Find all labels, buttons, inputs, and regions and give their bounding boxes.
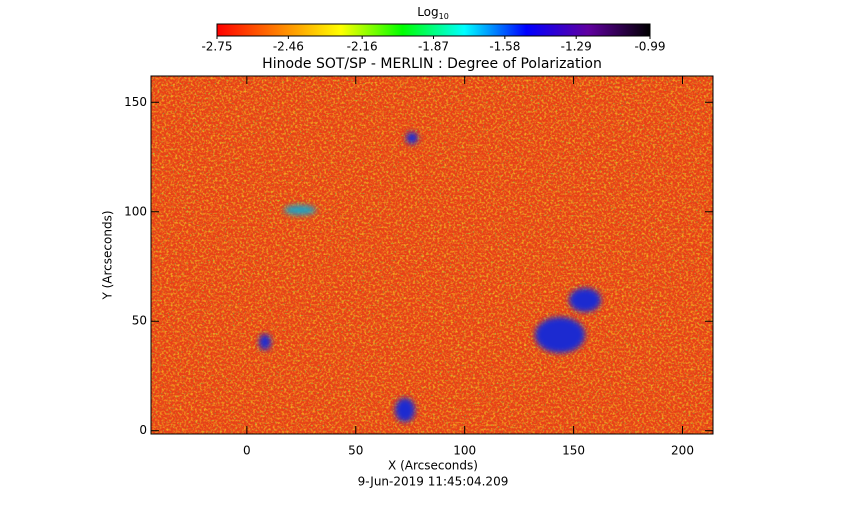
colorbar-title-subscript: 10 bbox=[439, 12, 449, 21]
x-tick-label: 150 bbox=[562, 444, 585, 458]
x-tick-label: 200 bbox=[671, 444, 694, 458]
chart-title: Hinode SOT/SP - MERLIN : Degree of Polar… bbox=[262, 56, 602, 72]
x-axis-label: X (Arcseconds) bbox=[388, 459, 478, 473]
image bbox=[151, 76, 713, 434]
colorbar-tick-label: -1.87 bbox=[418, 40, 449, 54]
x-tick-label: 50 bbox=[348, 444, 363, 458]
y-axis-label: Y (Arcseconds) bbox=[101, 210, 115, 300]
colorbar-title-text: Log bbox=[417, 5, 438, 19]
y-tick-label: 150 bbox=[124, 95, 147, 109]
plot-frame bbox=[150, 75, 714, 435]
colorbar-title: Log10 bbox=[417, 5, 449, 21]
y-tick-label: 0 bbox=[139, 423, 147, 437]
colorbar-tick-label: -2.46 bbox=[273, 40, 304, 54]
colorbar-tick-label: -2.16 bbox=[347, 40, 378, 54]
y-tick-label: 50 bbox=[132, 314, 147, 328]
x-tick-label: 0 bbox=[243, 444, 251, 458]
footer: 9-Jun-2019 11:45:04.209 bbox=[358, 475, 509, 489]
y-tick-label: 100 bbox=[124, 204, 147, 218]
colorbar-tick-label: -0.99 bbox=[634, 40, 665, 54]
x-tick-label: 100 bbox=[453, 444, 476, 458]
colorbar-tick-label: -1.58 bbox=[489, 40, 520, 54]
image-texture bbox=[151, 76, 713, 434]
colorbar-tick-label: -1.29 bbox=[561, 40, 592, 54]
image-patches bbox=[259, 132, 601, 422]
colorbar bbox=[216, 23, 651, 37]
colorbar-tick-label: -2.75 bbox=[201, 40, 232, 54]
